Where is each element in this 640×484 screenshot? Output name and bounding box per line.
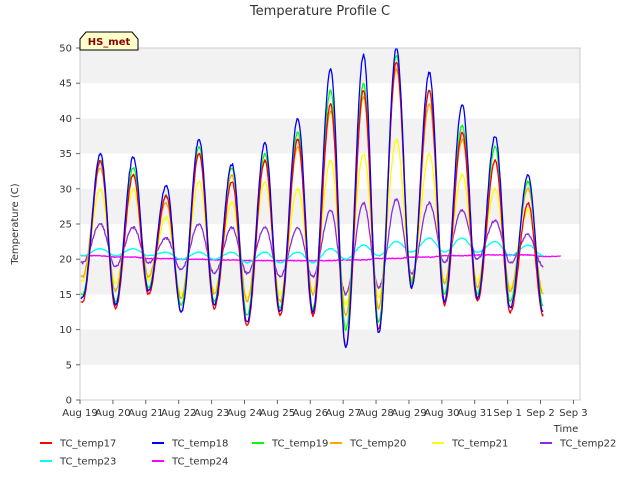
x-tick-label: Aug 22 <box>161 408 196 419</box>
legend-label-TC_temp19: TC_temp19 <box>271 439 328 450</box>
legend-label-TC_temp17: TC_temp17 <box>59 439 116 450</box>
legend-label-TC_temp23: TC_temp23 <box>59 457 116 468</box>
legend-label-TC_temp24: TC_temp24 <box>171 457 228 468</box>
x-tick-label: Aug 31 <box>457 408 492 419</box>
y-axis-label: Temperature (C) <box>10 183 21 265</box>
chart-title: Temperature Profile C <box>249 4 390 19</box>
grid-band <box>80 118 580 154</box>
grid-band <box>80 188 580 224</box>
x-tick-label: Sep 3 <box>559 408 587 419</box>
x-axis-label: Time <box>553 424 578 435</box>
legend-label-TC_temp22: TC_temp22 <box>559 439 616 450</box>
y-tick-label: 15 <box>59 290 72 301</box>
legend-label-TC_temp20: TC_temp20 <box>349 439 406 450</box>
y-tick-label: 10 <box>59 325 72 336</box>
legend: TC_temp17 TC_temp18 TC_temp19 TC_temp20 TC_t… <box>40 439 616 468</box>
station-badge: HS_met <box>79 31 139 51</box>
x-tick-label: Aug 23 <box>194 408 229 419</box>
x-tick-label: Aug 29 <box>391 408 426 419</box>
series-line-TC_temp17 <box>80 61 544 349</box>
y-tick-label: 25 <box>59 220 72 231</box>
legend-label-TC_temp18: TC_temp18 <box>171 439 228 450</box>
series-layer <box>80 47 561 349</box>
x-tick-label: Aug 30 <box>424 408 459 419</box>
y-tick-label: 50 <box>59 44 72 55</box>
y-tick-label: 30 <box>59 184 72 195</box>
station-badge-shape <box>79 31 139 51</box>
grid-band <box>80 48 580 84</box>
x-tick-label: Aug 21 <box>128 408 163 419</box>
grid-bands <box>80 48 580 365</box>
x-tick-label: Aug 24 <box>227 408 262 419</box>
x-tick-label: Aug 26 <box>293 408 328 419</box>
series-line-TC_temp18 <box>80 47 544 349</box>
station-badge-label: HS_met <box>88 37 131 48</box>
x-tick-label: Sep 2 <box>526 408 554 419</box>
y-tick-label: 35 <box>59 149 72 160</box>
x-tick-label: Aug 25 <box>260 408 295 419</box>
x-tick-label: Aug 20 <box>95 408 130 419</box>
series-line-TC_temp23 <box>80 237 544 264</box>
x-tick-label: Aug 28 <box>358 408 393 419</box>
y-tick-label: 40 <box>59 114 72 125</box>
x-tick-label: Aug 27 <box>325 408 360 419</box>
grid-band <box>80 259 580 295</box>
y-tick-label: 20 <box>59 255 72 266</box>
grid-band <box>80 329 580 365</box>
x-tick-label: Aug 19 <box>62 408 97 419</box>
x-tick-label: Sep 1 <box>493 408 521 419</box>
y-tick-label: 45 <box>59 79 72 90</box>
legend-label-TC_temp21: TC_temp21 <box>451 439 508 450</box>
y-tick-label: 5 <box>66 360 72 371</box>
y-tick-label: 0 <box>66 396 72 407</box>
